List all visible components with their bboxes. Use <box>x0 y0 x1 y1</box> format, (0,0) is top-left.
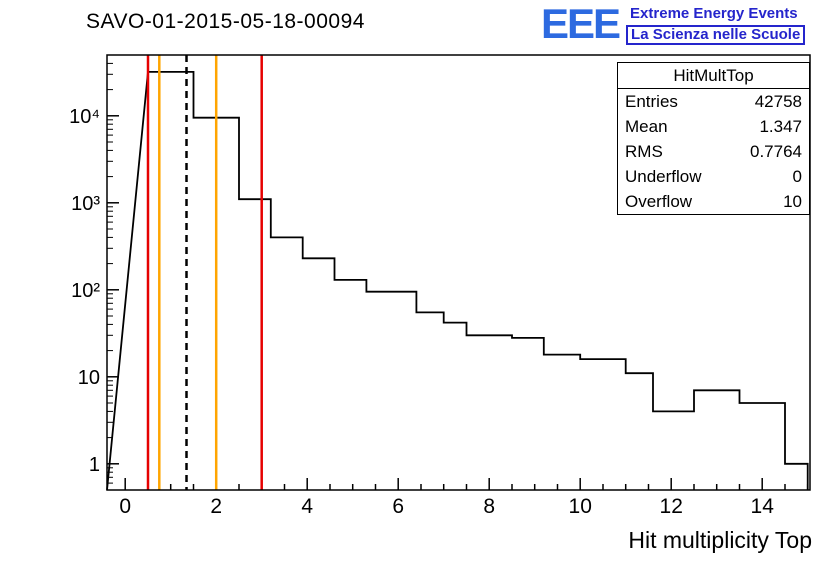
stats-row-value: 42758 <box>754 92 802 111</box>
page-title: SAVO-01-2015-05-18-00094 <box>86 10 365 33</box>
eee-logo-acronym: EEE <box>541 0 621 47</box>
x-tick-label: 0 <box>119 495 131 518</box>
stats-row: Underflow 0 <box>618 164 809 189</box>
stats-row-label: RMS <box>625 142 663 161</box>
y-tick-label: 10² <box>71 280 100 302</box>
stats-row-label: Underflow <box>625 167 702 186</box>
stats-box: HitMultTop Entries 42758 Mean 1.347 RMS 0.776… <box>617 62 810 215</box>
stats-rows: Entries 42758 Mean 1.347 RMS 0.7764 Underflow 0… <box>618 89 809 214</box>
x-tick-label: 6 <box>392 495 404 518</box>
plot-frame <box>106 54 811 491</box>
x-tick-label: 12 <box>660 495 683 518</box>
stats-box-title: HitMultTop <box>618 63 809 89</box>
stats-row-value: 0.7764 <box>750 142 802 161</box>
y-tick-label: 10⁴ <box>69 106 100 128</box>
stats-row-value: 0 <box>792 167 802 186</box>
x-tick-label: 4 <box>301 495 313 518</box>
logo-line2: La Scienza nelle Scuole <box>626 25 806 45</box>
stats-row: RMS 0.7764 <box>618 139 809 164</box>
logo-line1: Extreme Energy Events <box>630 5 798 22</box>
stats-row-value: 10 <box>783 192 802 211</box>
histogram-step-line <box>106 71 809 491</box>
eee-logo: EEE Extreme Energy Events La Scienza nel… <box>541 0 806 47</box>
stats-row-label: Entries <box>625 92 678 111</box>
x-axis-title: Hit multiplicity Top <box>628 527 812 553</box>
stats-row-label: Mean <box>625 117 668 136</box>
stats-row-label: Overflow <box>625 192 693 211</box>
y-tick-label: 10 <box>78 367 100 389</box>
logo-text: Extreme Energy Events La Scienza nelle S… <box>626 5 806 45</box>
x-tick-label: 8 <box>483 495 495 518</box>
stats-row-value: 1.347 <box>759 117 802 136</box>
y-tick-label: 10³ <box>71 193 100 215</box>
x-tick-label: 10 <box>569 495 592 518</box>
stats-row: Entries 42758 <box>618 89 809 114</box>
y-tick-label: 1 <box>89 454 100 476</box>
stats-row: Overflow 10 <box>618 189 809 214</box>
x-tick-label: 2 <box>210 495 222 518</box>
stats-row: Mean 1.347 <box>618 114 809 139</box>
x-tick-label: 14 <box>751 495 775 518</box>
